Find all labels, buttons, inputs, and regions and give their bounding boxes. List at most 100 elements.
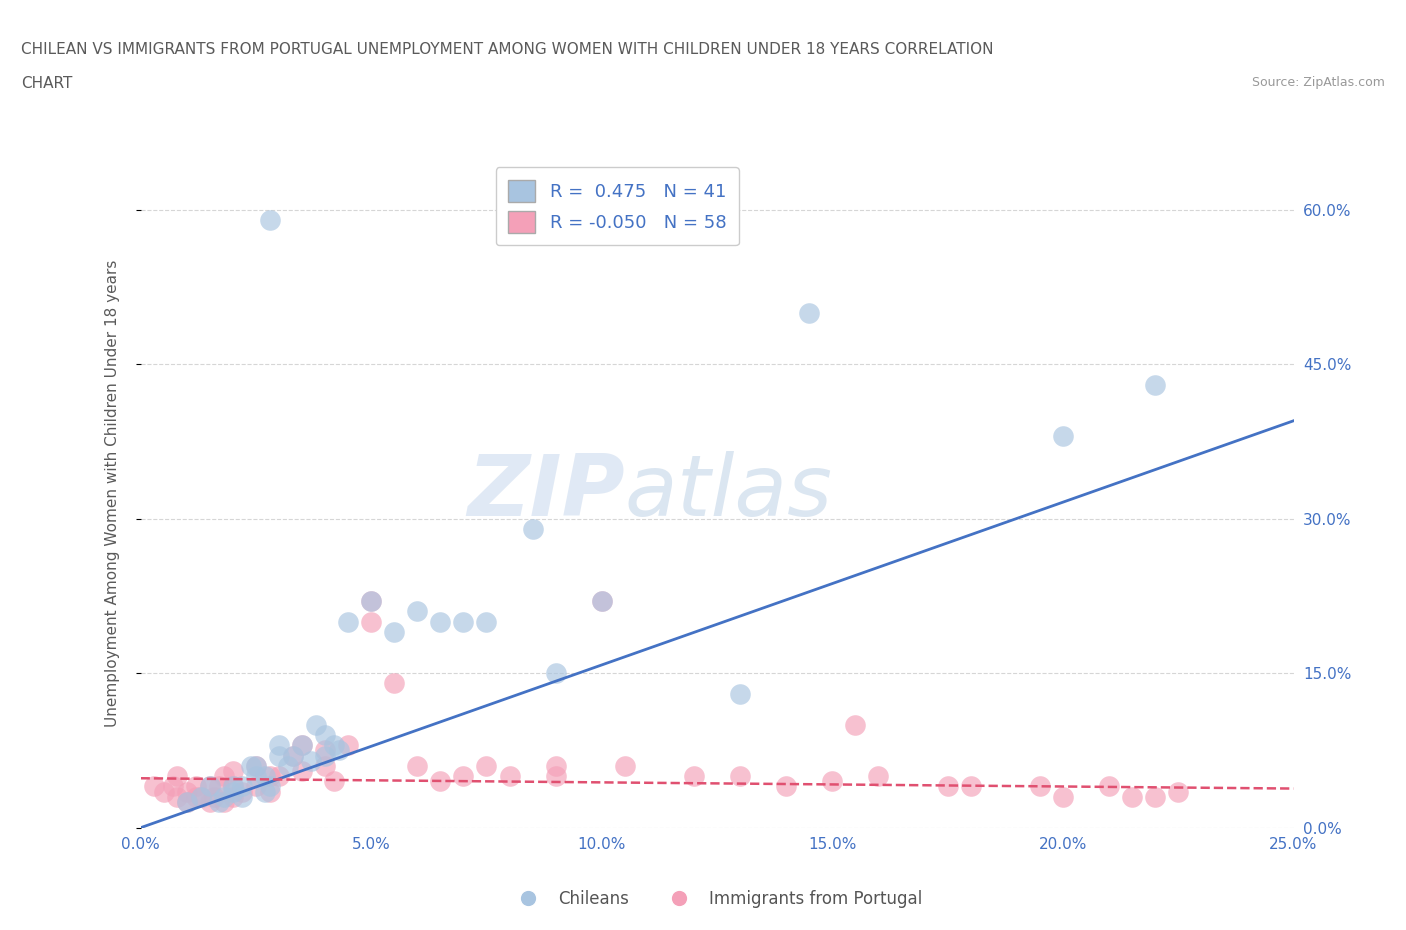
Point — [198, 794, 221, 809]
Point — [190, 790, 212, 804]
Text: CHILEAN VS IMMIGRANTS FROM PORTUGAL UNEMPLOYMENT AMONG WOMEN WITH CHILDREN UNDER: CHILEAN VS IMMIGRANTS FROM PORTUGAL UNEM… — [21, 42, 994, 57]
Point — [143, 779, 166, 794]
Point — [176, 794, 198, 809]
Text: atlas: atlas — [624, 451, 832, 535]
Point — [360, 593, 382, 608]
Point — [1167, 784, 1189, 799]
Point — [314, 759, 336, 774]
Point — [453, 769, 475, 784]
Point — [683, 769, 706, 784]
Point — [259, 769, 281, 784]
Point — [799, 305, 821, 320]
Point — [222, 790, 245, 804]
Point — [245, 759, 267, 774]
Text: Source: ZipAtlas.com: Source: ZipAtlas.com — [1251, 76, 1385, 89]
Point — [212, 794, 235, 809]
Point — [222, 779, 245, 794]
Text: ZIP: ZIP — [467, 451, 624, 535]
Point — [323, 737, 346, 752]
Point — [176, 794, 198, 809]
Point — [328, 743, 350, 758]
Point — [1121, 790, 1143, 804]
Point — [152, 784, 174, 799]
Point — [868, 769, 890, 784]
Point — [259, 784, 281, 799]
Point — [382, 676, 405, 691]
Point — [166, 790, 188, 804]
Point — [291, 737, 314, 752]
Point — [240, 759, 263, 774]
Point — [728, 769, 751, 784]
Point — [231, 790, 253, 804]
Point — [544, 759, 567, 774]
Point — [212, 790, 235, 804]
Point — [959, 779, 981, 794]
Point — [1144, 790, 1167, 804]
Point — [323, 774, 346, 789]
Point — [544, 666, 567, 681]
Point — [821, 774, 844, 789]
Point — [591, 593, 613, 608]
Point — [245, 779, 267, 794]
Point — [936, 779, 959, 794]
Point — [775, 779, 797, 794]
Point — [212, 769, 235, 784]
Point — [498, 769, 520, 784]
Point — [267, 769, 290, 784]
Text: CHART: CHART — [21, 76, 73, 91]
Point — [406, 759, 429, 774]
Point — [291, 737, 314, 752]
Point — [208, 779, 231, 794]
Point — [453, 614, 475, 629]
Point — [1029, 779, 1052, 794]
Point — [544, 769, 567, 784]
Point — [254, 769, 277, 784]
Point — [184, 779, 207, 794]
Point — [245, 759, 267, 774]
Point — [281, 748, 304, 763]
Point — [360, 614, 382, 629]
Point — [844, 717, 866, 732]
Point — [162, 779, 184, 794]
Point — [1144, 378, 1167, 392]
Point — [184, 790, 207, 804]
Point — [291, 764, 314, 778]
Point — [337, 737, 360, 752]
Point — [337, 614, 360, 629]
Point — [475, 614, 498, 629]
Point — [429, 774, 451, 789]
Point — [382, 625, 405, 640]
Point — [1098, 779, 1121, 794]
Point — [281, 748, 304, 763]
Point — [406, 604, 429, 618]
Point — [259, 212, 281, 227]
Point — [245, 769, 267, 784]
Point — [360, 593, 382, 608]
Point — [305, 717, 328, 732]
Point — [190, 790, 212, 804]
Point — [198, 779, 221, 794]
Point — [728, 686, 751, 701]
Point — [208, 794, 231, 809]
Point — [613, 759, 636, 774]
Point — [277, 759, 299, 774]
Point — [166, 769, 188, 784]
Point — [202, 790, 225, 804]
Point — [267, 737, 290, 752]
Point — [314, 727, 336, 742]
Point — [267, 748, 290, 763]
Y-axis label: Unemployment Among Women with Children Under 18 years: Unemployment Among Women with Children U… — [105, 259, 120, 726]
Point — [314, 748, 336, 763]
Point — [429, 614, 451, 629]
Point — [475, 759, 498, 774]
Point — [222, 784, 245, 799]
Point — [591, 593, 613, 608]
Point — [231, 779, 253, 794]
Point — [222, 779, 245, 794]
Point — [222, 764, 245, 778]
Point — [259, 779, 281, 794]
Point — [1052, 429, 1074, 444]
Point — [1052, 790, 1074, 804]
Point — [231, 784, 253, 799]
Point — [198, 779, 221, 794]
